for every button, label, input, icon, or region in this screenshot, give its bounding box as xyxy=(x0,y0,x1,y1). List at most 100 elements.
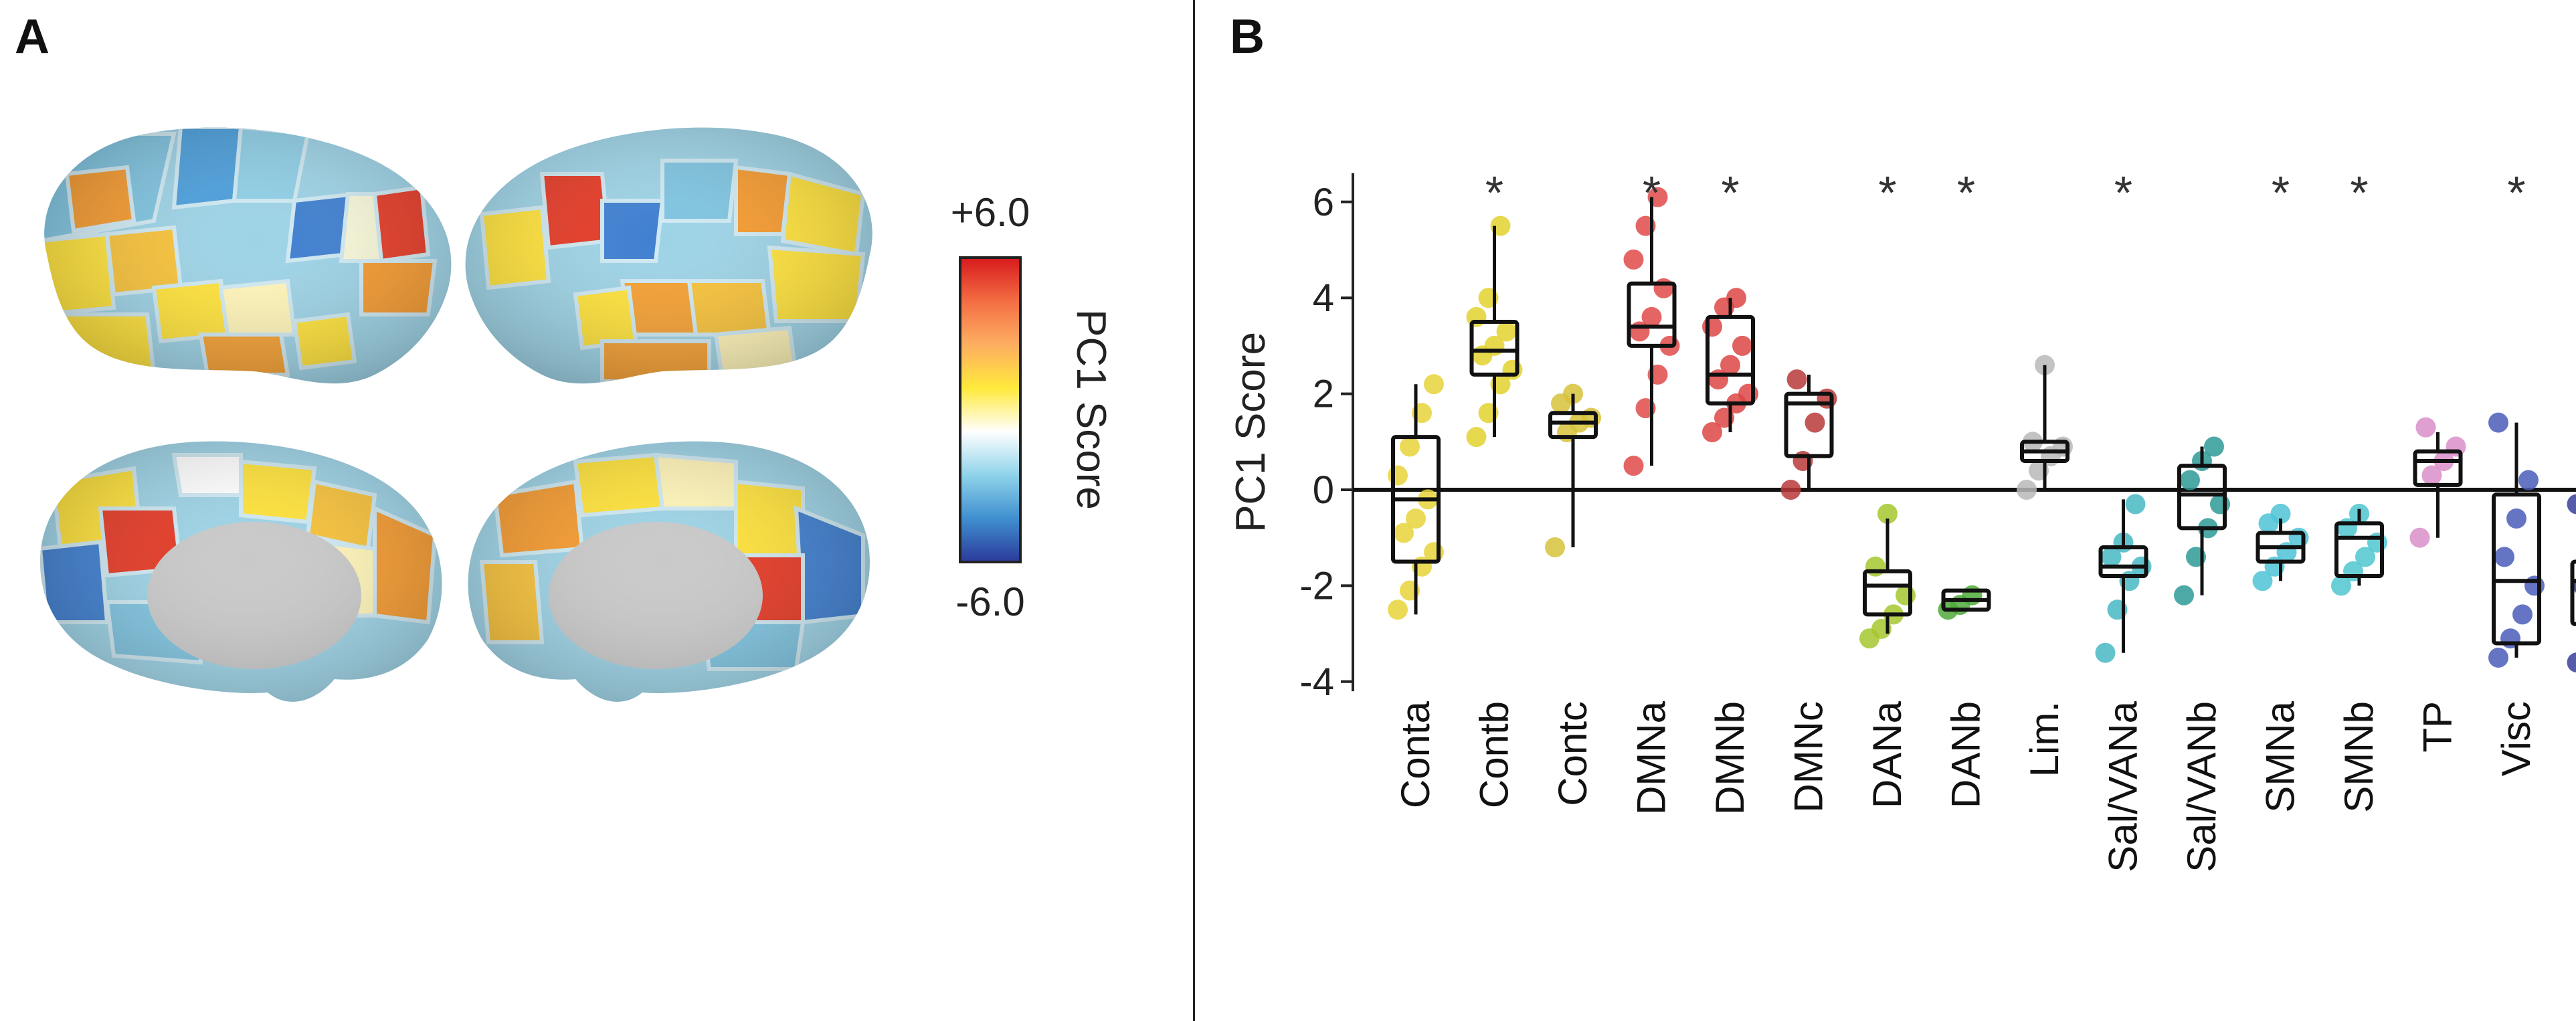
data-point xyxy=(1388,599,1408,620)
x-tick-label: Conta xyxy=(1393,701,1438,808)
data-point xyxy=(1424,374,1444,395)
box xyxy=(1627,281,1677,348)
data-point xyxy=(1581,407,1601,428)
box xyxy=(1469,320,1520,377)
data-point xyxy=(1786,369,1807,390)
box xyxy=(1863,569,1912,617)
significance-marker: * xyxy=(1878,167,1896,219)
data-point xyxy=(1877,503,1898,524)
box-group-contc xyxy=(1545,383,1601,558)
data-point xyxy=(1400,436,1420,457)
y-tick-label: 2 xyxy=(1313,373,1334,416)
y-tick-label: -4 xyxy=(1299,660,1334,704)
y-tick-label: 4 xyxy=(1313,276,1334,320)
box-group-lim- xyxy=(2017,355,2073,500)
box-group-sal-vanb xyxy=(2174,436,2230,606)
x-tick-label: Visp xyxy=(2573,701,2576,779)
data-point xyxy=(1424,542,1444,563)
data-point xyxy=(2415,417,2436,438)
data-point xyxy=(1623,249,1644,270)
data-point xyxy=(2512,604,2533,625)
pc1-boxplot: PC1 Score -4 -2 0 2 4 6 * * * * * * * * * * Conta Contb… xyxy=(1228,167,2576,872)
data-point xyxy=(1962,585,1983,606)
x-tick-label: Visc xyxy=(2494,701,2539,776)
brain-medial-left xyxy=(40,441,442,702)
data-point xyxy=(2210,494,2230,515)
data-point xyxy=(2518,470,2539,490)
data-point xyxy=(2567,494,2576,515)
data-point xyxy=(1394,523,1414,543)
colorbar-min-label: -6.0 xyxy=(955,579,1024,624)
significance-marker: * xyxy=(1721,167,1739,219)
data-point xyxy=(1732,335,1752,356)
significance-marker: * xyxy=(2350,167,2368,219)
data-point xyxy=(1805,412,1825,433)
box xyxy=(1548,411,1598,440)
brain-lateral-left xyxy=(44,127,452,384)
panel-divider xyxy=(1193,0,1195,1021)
box-group-dmnb: * xyxy=(1702,167,1758,442)
x-tick-label: Sal/VANa xyxy=(2101,701,2146,872)
box xyxy=(2098,545,2148,579)
data-point xyxy=(2288,527,2309,548)
data-point xyxy=(1720,355,1740,375)
colorbar-title: PC1 Score xyxy=(1068,309,1114,510)
data-point xyxy=(1817,388,1837,409)
data-point xyxy=(1623,456,1644,476)
data-point xyxy=(2204,436,2224,457)
significance-marker: * xyxy=(2114,167,2132,219)
box-group-dana: * xyxy=(1859,167,1916,649)
colorbar-max-label: +6.0 xyxy=(951,190,1030,235)
x-tick-label: TP xyxy=(2415,701,2460,753)
data-point xyxy=(2367,532,2387,553)
box xyxy=(1784,391,1834,458)
significance-marker: * xyxy=(1485,167,1503,219)
significance-marker: * xyxy=(1957,167,1975,219)
box-group-dmnc xyxy=(1780,369,1837,500)
significance-marker: * xyxy=(2507,167,2525,219)
data-point xyxy=(2174,585,2194,606)
data-point xyxy=(2488,647,2508,668)
brain-lateral-right xyxy=(465,127,872,384)
significance-marker: * xyxy=(2272,167,2290,219)
data-point xyxy=(1388,465,1408,486)
box xyxy=(2334,521,2384,579)
data-point xyxy=(1502,359,1523,380)
data-point xyxy=(2355,547,2375,567)
data-point xyxy=(1496,321,1517,342)
data-point xyxy=(2488,412,2508,433)
x-tick-label: DMNb xyxy=(1708,701,1752,815)
y-tick-label: -2 xyxy=(1299,564,1334,608)
data-point xyxy=(2252,571,2273,591)
data-point xyxy=(2270,503,2291,524)
x-tick-label: Lim. xyxy=(2022,701,2067,777)
x-tick-label: Contb xyxy=(1472,701,1517,808)
data-point xyxy=(1865,556,1885,577)
box xyxy=(1706,314,1755,405)
x-tick-label: DANa xyxy=(1865,701,1910,808)
x-tick-label: SMNa xyxy=(2258,701,2303,812)
data-point xyxy=(1466,306,1487,327)
y-tick-label: 0 xyxy=(1313,468,1334,512)
box-group-visp: * xyxy=(2567,494,2576,673)
data-point xyxy=(1466,427,1487,448)
box xyxy=(2570,559,2576,626)
box-group-smnb: * xyxy=(2331,167,2387,596)
data-point xyxy=(2017,480,2037,500)
data-point xyxy=(2125,494,2146,515)
significance-marker: * xyxy=(1643,167,1661,219)
brain-surface-maps xyxy=(40,127,872,702)
x-tick-label: Contc xyxy=(1550,701,1595,806)
data-point xyxy=(2331,575,2351,596)
data-point xyxy=(2446,436,2466,457)
y-tick-label: 6 xyxy=(1313,181,1334,224)
colorbar: +6.0 -6.0 PC1 Score xyxy=(951,190,1114,624)
data-point xyxy=(2524,575,2545,596)
x-tick-label: DANb xyxy=(1944,701,1989,808)
data-point xyxy=(2095,642,2116,663)
data-point xyxy=(1702,422,1722,442)
x-tick-labels: Conta Contb Contc DMNa DMNb DMNc DANa DANb Lim. S… xyxy=(1393,701,2576,872)
data-point xyxy=(1702,316,1722,337)
data-point xyxy=(1896,585,1916,606)
